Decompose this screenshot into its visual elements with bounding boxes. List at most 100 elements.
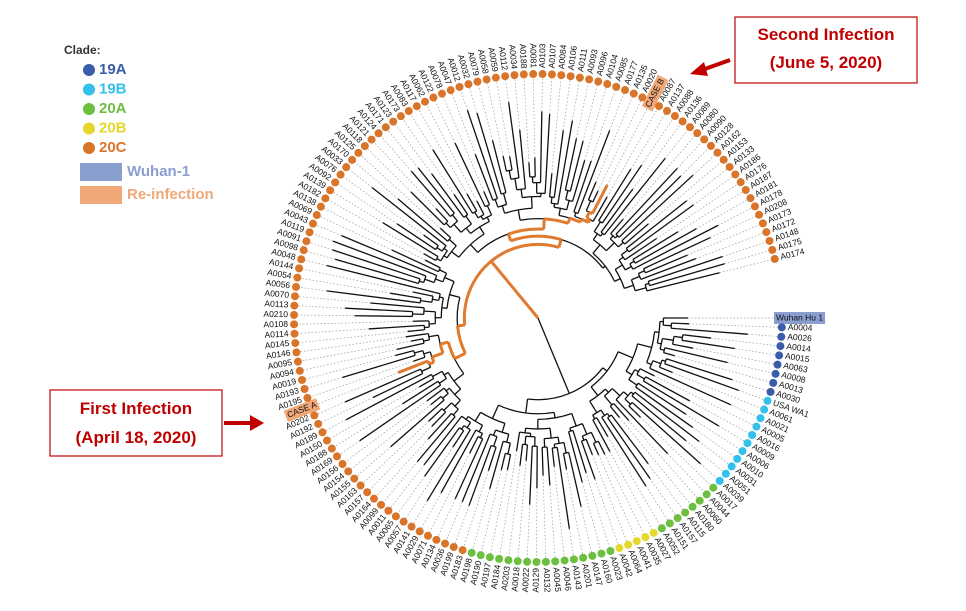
branch xyxy=(524,436,527,445)
leaf-dot xyxy=(597,549,606,558)
branch xyxy=(682,334,694,337)
branch xyxy=(508,102,519,170)
leaf-dot xyxy=(421,97,430,106)
leaf-dot xyxy=(760,405,769,414)
leaf-label: A0103 xyxy=(537,43,547,68)
leader xyxy=(376,438,429,496)
leader xyxy=(692,155,715,176)
branch xyxy=(634,397,687,442)
branch xyxy=(553,189,556,198)
branch xyxy=(419,332,429,336)
branch xyxy=(587,218,592,224)
leaf-dot xyxy=(773,360,782,369)
branch xyxy=(672,343,678,346)
branch xyxy=(548,190,551,197)
branch xyxy=(537,317,570,394)
branch xyxy=(424,431,458,477)
leaf: A0132 xyxy=(542,568,553,593)
leaf-label: A0063 xyxy=(783,360,809,375)
branch xyxy=(616,421,649,464)
leaf-label: A0146 xyxy=(265,348,291,361)
leader xyxy=(487,83,504,157)
branch xyxy=(607,164,643,215)
branch xyxy=(583,448,596,480)
leader xyxy=(395,124,432,174)
branch xyxy=(624,398,631,405)
branch xyxy=(465,227,472,234)
leader xyxy=(413,500,428,524)
branch xyxy=(571,140,584,184)
branch xyxy=(479,226,485,235)
branch xyxy=(638,407,701,465)
branch xyxy=(423,419,460,466)
leaf-dot xyxy=(725,162,734,171)
leader xyxy=(387,130,419,169)
branch xyxy=(400,310,413,313)
leader xyxy=(645,485,668,521)
branch xyxy=(390,405,438,448)
leaf-label: A0203 xyxy=(499,565,512,591)
leaf-dot xyxy=(327,444,336,453)
leaf: A0054 xyxy=(266,267,292,281)
legend-label: 19A xyxy=(99,61,127,78)
leader xyxy=(641,119,673,166)
branch xyxy=(659,263,725,284)
leader xyxy=(692,347,774,365)
leader xyxy=(304,259,327,266)
branch xyxy=(421,366,431,372)
branch xyxy=(504,163,508,172)
leader xyxy=(437,498,456,537)
branch xyxy=(609,235,614,240)
leaf-dot xyxy=(316,202,325,211)
branch xyxy=(565,190,569,200)
branch xyxy=(451,214,459,222)
branch xyxy=(628,237,657,258)
branch xyxy=(626,175,682,231)
branch xyxy=(412,291,430,297)
branch-arc xyxy=(585,216,591,221)
branch xyxy=(458,415,463,421)
branch xyxy=(664,347,671,350)
branch xyxy=(445,233,452,239)
branch xyxy=(418,338,424,341)
leaf-dot xyxy=(606,546,615,555)
branch xyxy=(540,111,543,173)
branch xyxy=(452,439,458,448)
leaf-dot xyxy=(396,112,405,121)
branch xyxy=(495,194,499,199)
leader xyxy=(686,169,727,202)
branch xyxy=(426,373,432,378)
branch xyxy=(615,227,623,235)
leaf-dot xyxy=(318,428,327,437)
branch xyxy=(526,444,529,453)
leader xyxy=(418,109,468,194)
branch xyxy=(557,452,571,530)
branch xyxy=(607,188,634,224)
leaf-box xyxy=(774,312,826,324)
branch xyxy=(486,198,491,205)
leader xyxy=(640,417,711,486)
leader xyxy=(333,192,384,223)
leaf: A0201 xyxy=(580,563,594,589)
leaf-dot xyxy=(709,483,718,492)
branch xyxy=(524,428,527,433)
leader xyxy=(369,426,433,490)
branch xyxy=(547,458,551,486)
branch xyxy=(453,223,462,233)
branch xyxy=(585,200,592,211)
branch xyxy=(643,380,647,384)
branch xyxy=(645,267,656,274)
branch xyxy=(438,387,445,393)
legend-dot xyxy=(83,122,95,135)
callout-title: Second Infection xyxy=(758,25,895,44)
branch xyxy=(585,439,591,448)
branch xyxy=(397,362,422,374)
branch xyxy=(439,269,447,274)
leaf-dot xyxy=(407,522,416,531)
branch xyxy=(423,310,436,313)
leaf-dot xyxy=(354,148,363,157)
branch xyxy=(592,443,596,448)
leaf-label: A0084 xyxy=(556,44,568,70)
branch xyxy=(501,205,506,214)
branch xyxy=(411,373,423,380)
